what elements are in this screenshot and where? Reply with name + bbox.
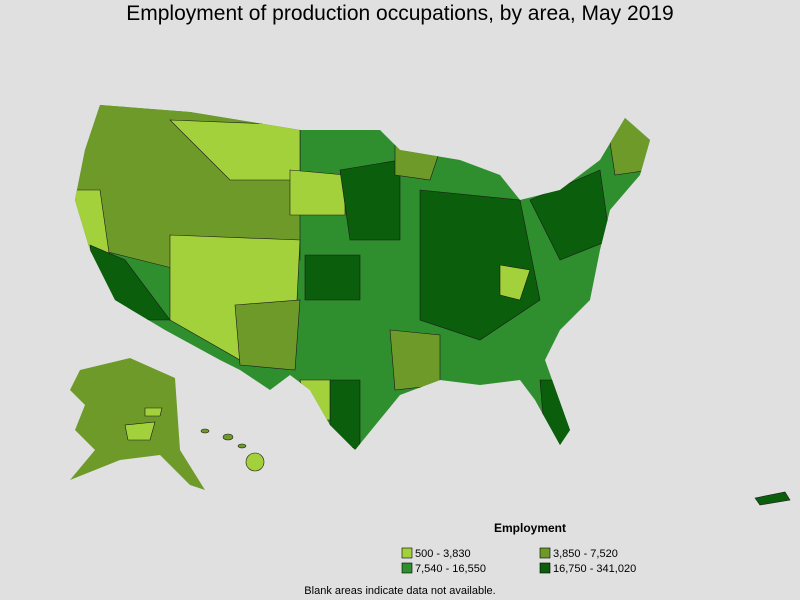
region: [200, 428, 210, 434]
region: [289, 169, 346, 216]
region: [304, 254, 361, 301]
legend: 500 - 3,830 3,850 - 7,520 7,540 - 16,550 16…: [401, 547, 636, 575]
region: [499, 264, 531, 301]
footnote: Blank areas indicate data not available.: [304, 585, 495, 597]
legend-label: 16,750 - 341,020: [553, 563, 636, 575]
legend-label: 500 - 3,830: [415, 548, 471, 560]
puerto-rico: [754, 491, 791, 506]
legend-swatch: [539, 547, 551, 559]
region: [124, 421, 156, 441]
legend-label: 3,850 - 7,520: [553, 548, 618, 560]
alaska: [70, 358, 205, 490]
region: [389, 329, 441, 391]
region: [222, 433, 234, 441]
legend-title: Employment: [494, 521, 566, 535]
map-title: Employment of production occupations, by…: [126, 2, 673, 25]
region: [299, 379, 331, 421]
legend-label: 7,540 - 16,550: [415, 563, 486, 575]
region: [329, 379, 361, 450]
legend-swatch: [539, 562, 551, 574]
legend-swatch: [401, 562, 413, 574]
region: [144, 407, 163, 417]
region: [234, 299, 301, 371]
region: [237, 443, 247, 449]
region: [754, 491, 791, 506]
region: [604, 109, 650, 176]
region: [245, 452, 265, 472]
hawaii: [200, 428, 265, 472]
region: [339, 159, 401, 241]
legend-swatch: [401, 547, 413, 559]
region: [539, 379, 576, 450]
region: [419, 189, 541, 341]
